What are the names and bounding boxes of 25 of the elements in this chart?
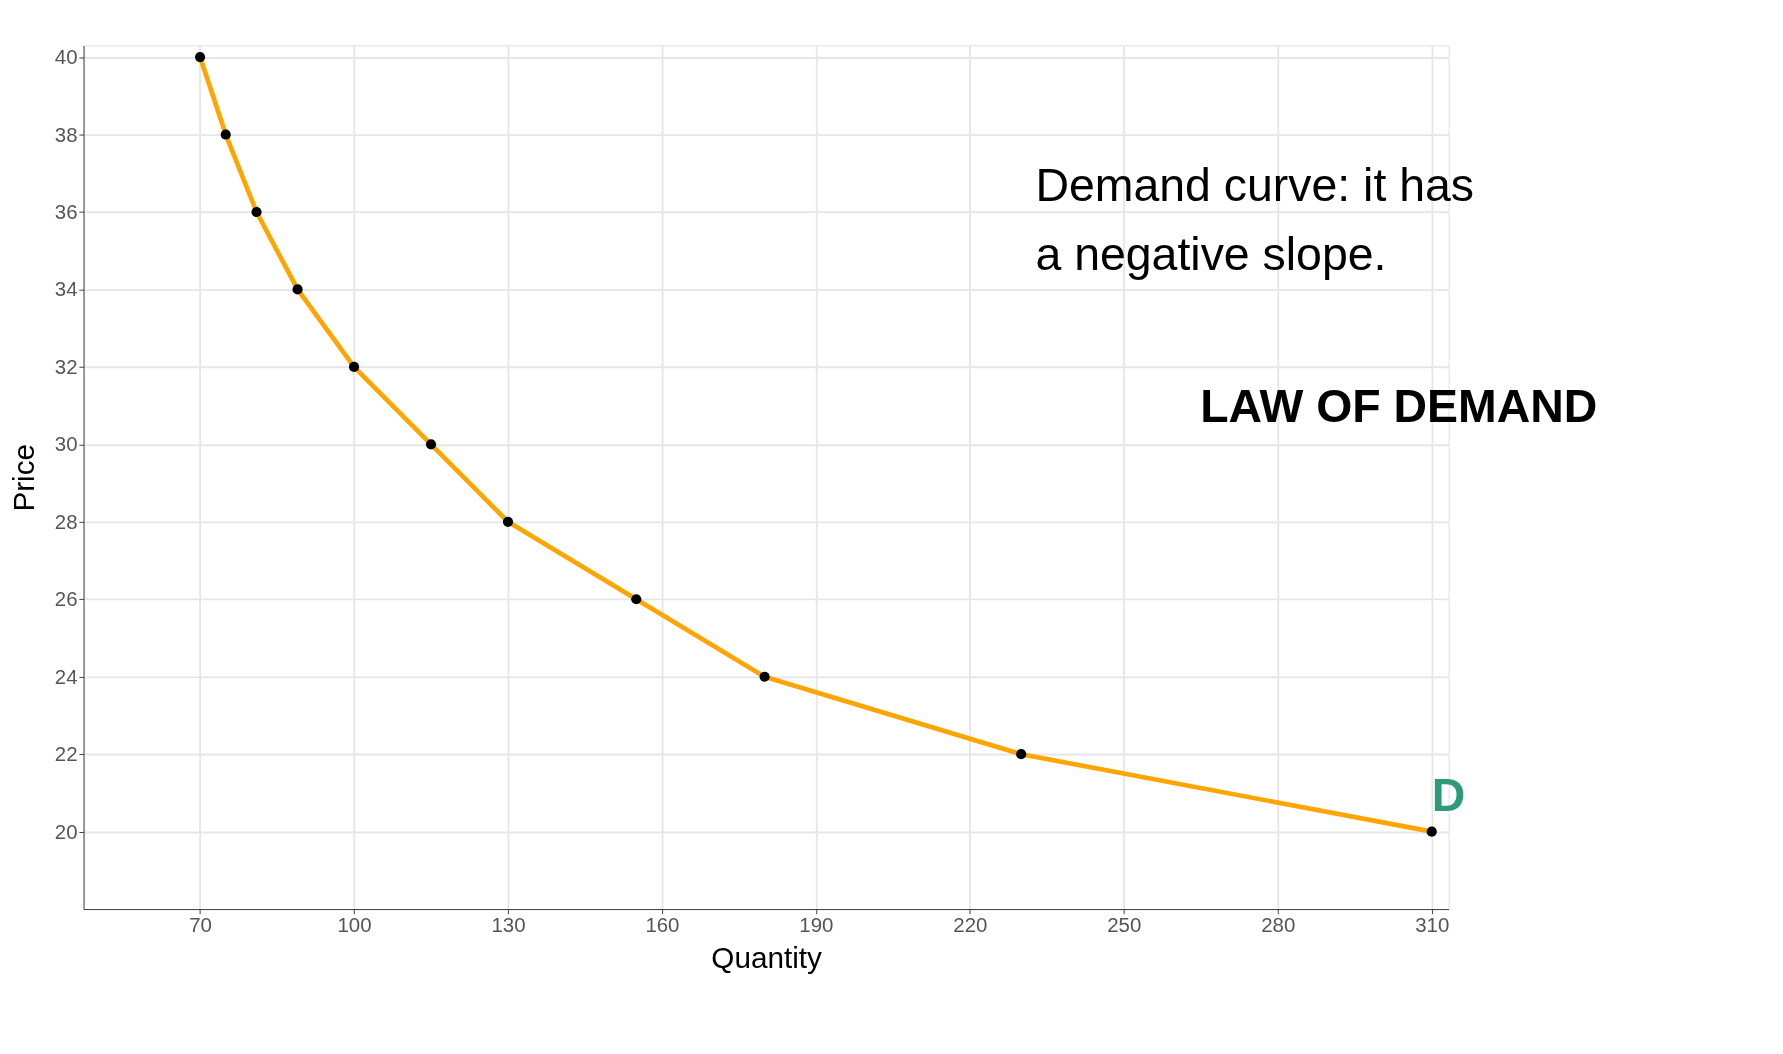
x-tick-label: 100 [337,913,372,936]
y-tick-label: 22 [54,743,78,766]
y-tick-label: 38 [54,123,78,146]
y-tick-label: 36 [54,200,78,223]
x-tick-label: 250 [1107,913,1142,936]
y-tick-label: 26 [54,588,78,611]
x-tick-label: 220 [953,913,988,936]
x-axis-title: Quantity [711,941,823,975]
y-tick-label: 34 [54,278,78,301]
x-tick-label: 160 [645,913,680,936]
x-tick-label: 190 [799,913,834,936]
y-tick-label: 30 [54,433,78,456]
annotation: Demand curve: it has a negative slope. [1035,159,1475,281]
y-tick-label: 40 [54,46,78,69]
x-tick-label: 280 [1261,913,1296,936]
y-axis-title: Price [7,443,41,512]
x-tick-label: 130 [491,913,526,936]
y-tick-label: 24 [54,665,78,688]
y-tick-label: 28 [54,510,78,533]
x-tick-label: 310 [1415,913,1450,936]
y-tick-label: 20 [54,820,78,843]
annotation: D [1431,769,1466,822]
x-tick-label: 70 [189,913,212,936]
y-tick-label: 32 [54,355,78,378]
annotation: LAW OF DEMAND [1200,379,1598,432]
